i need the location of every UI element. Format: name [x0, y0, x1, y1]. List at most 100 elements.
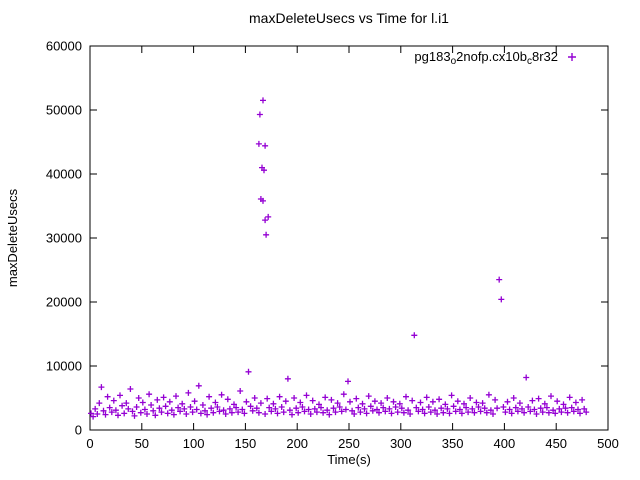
data-point	[461, 400, 467, 407]
data-point	[514, 408, 521, 415]
data-point	[498, 296, 505, 303]
data-point	[274, 410, 281, 417]
data-point	[170, 411, 177, 418]
data-point	[179, 400, 186, 407]
x-tick-label: 500	[597, 436, 619, 451]
data-point	[581, 405, 588, 412]
data-point	[579, 396, 586, 403]
data-point	[272, 405, 279, 412]
data-point	[131, 412, 138, 419]
data-point	[160, 394, 167, 401]
data-point	[185, 389, 192, 396]
data-point	[371, 398, 378, 405]
data-point	[241, 410, 248, 417]
data-point	[398, 405, 405, 412]
data-point	[575, 406, 581, 413]
data-point	[266, 404, 273, 411]
data-point	[291, 395, 298, 401]
data-point	[289, 411, 295, 418]
x-axis-label: Time(s)	[327, 452, 371, 467]
data-point	[566, 394, 573, 401]
data-point	[156, 405, 163, 412]
data-point	[374, 406, 380, 413]
data-point	[208, 405, 215, 412]
data-point	[311, 405, 318, 412]
data-point	[521, 409, 528, 416]
data-point	[255, 409, 262, 416]
data-point	[386, 405, 393, 412]
data-point	[189, 409, 196, 416]
data-point	[202, 407, 208, 414]
data-point	[452, 408, 459, 415]
data-point	[316, 401, 322, 408]
data-point	[256, 111, 263, 118]
data-point	[262, 411, 269, 417]
data-point	[110, 397, 117, 404]
data-point	[535, 395, 542, 402]
data-point	[570, 408, 577, 415]
data-point	[324, 407, 331, 414]
data-point	[144, 411, 150, 417]
data-point	[376, 409, 382, 416]
data-point	[265, 213, 272, 220]
data-point	[361, 405, 368, 412]
data-point	[548, 393, 554, 400]
data-point	[299, 404, 306, 410]
data-point	[473, 399, 480, 406]
data-point	[102, 411, 109, 418]
data-point	[125, 405, 132, 412]
data-point	[392, 404, 399, 410]
data-point	[539, 409, 546, 416]
data-point	[543, 404, 550, 411]
data-point	[305, 406, 312, 413]
data-point	[307, 411, 314, 417]
data-point	[92, 405, 99, 412]
data-point	[222, 411, 229, 417]
data-point	[355, 404, 362, 411]
data-point	[261, 167, 267, 174]
data-point	[181, 405, 188, 412]
data-point	[400, 409, 407, 416]
data-point	[512, 404, 519, 411]
data-point	[100, 407, 107, 414]
x-tick-label: 350	[442, 436, 464, 451]
data-point	[332, 409, 339, 416]
data-point	[199, 402, 206, 408]
data-point	[210, 409, 217, 416]
data-point	[235, 409, 242, 416]
data-point	[527, 408, 534, 415]
data-point	[465, 409, 472, 416]
data-point	[328, 396, 335, 403]
data-point	[133, 404, 140, 410]
data-point	[212, 399, 219, 406]
data-point	[220, 407, 227, 414]
data-point	[326, 411, 333, 418]
x-tick-label: 0	[86, 436, 93, 451]
data-point	[365, 393, 372, 400]
data-point	[490, 411, 496, 417]
data-point	[90, 413, 97, 420]
data-point	[187, 404, 194, 410]
data-point	[115, 412, 121, 419]
data-point	[228, 409, 235, 416]
x-axis-ticks: 0 50 100 150 200 250 300 350 400 450 500	[86, 46, 619, 451]
data-point	[233, 404, 240, 411]
data-point	[533, 411, 540, 417]
data-point	[463, 404, 470, 411]
data-point	[369, 407, 376, 414]
data-point	[550, 407, 557, 414]
data-point	[347, 398, 353, 405]
data-point	[390, 398, 397, 405]
data-point	[175, 404, 182, 411]
data-point	[405, 407, 412, 414]
y-tick-label: 20000	[46, 295, 82, 310]
y-tick-label: 40000	[46, 167, 82, 182]
y-tick-label: 60000	[46, 39, 82, 54]
data-point	[508, 410, 515, 417]
x-tick-label: 100	[183, 436, 205, 451]
data-point	[245, 368, 252, 375]
data-point	[342, 406, 349, 413]
y-tick-label: 0	[75, 423, 82, 438]
y-tick-label: 10000	[46, 359, 82, 374]
